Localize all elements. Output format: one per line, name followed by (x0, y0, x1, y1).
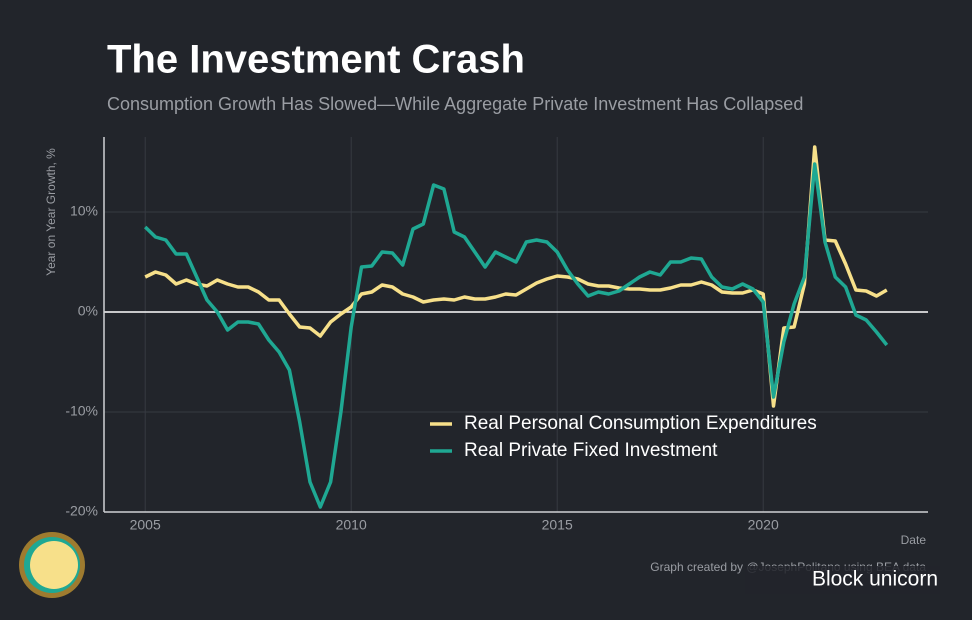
watermark-bg (745, 566, 940, 594)
x-axis-label: Date (901, 533, 927, 547)
x-tick-label: 2015 (542, 517, 573, 533)
x-tick-label: 2005 (130, 517, 161, 533)
series-line (143, 162, 889, 509)
logo (19, 532, 85, 598)
x-tick-label: 2010 (336, 517, 367, 533)
y-axis-label: Year on Year Growth, % (44, 148, 58, 276)
chart-subtitle: Consumption Growth Has Slowed—While Aggr… (107, 94, 803, 114)
y-tick-label: 10% (70, 203, 98, 219)
legend-label: Real Personal Consumption Expenditures (464, 413, 817, 434)
series-line (144, 145, 888, 408)
y-tick-label: 0% (78, 303, 98, 319)
x-tick-label: 2020 (748, 517, 779, 533)
y-tick-label: -20% (65, 503, 98, 519)
watermark: Block unicorn (812, 568, 938, 591)
legend-label: Real Private Fixed Investment (464, 440, 718, 461)
chart-title: The Investment Crash (107, 38, 525, 82)
y-tick-label: -10% (65, 403, 98, 419)
